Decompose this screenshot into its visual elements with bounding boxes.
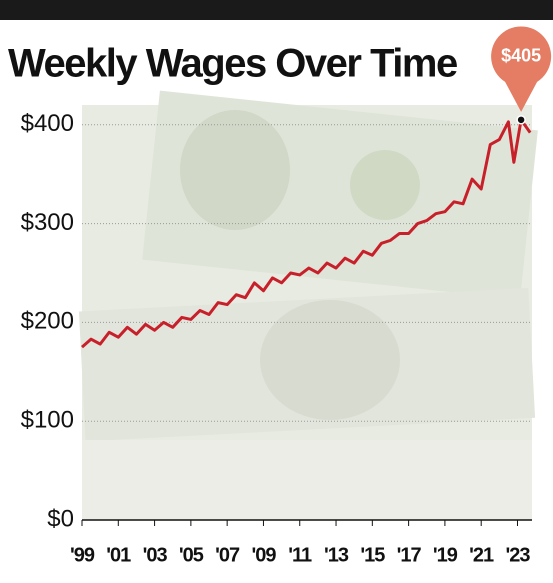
chart-title: Weekly Wages Over Time <box>8 42 457 86</box>
x-tick-label: '05 <box>179 544 204 566</box>
x-tick-label: '03 <box>143 544 168 566</box>
x-tick-label: '21 <box>469 544 494 566</box>
x-tick-label: '01 <box>106 544 131 566</box>
y-tick-label: $100 <box>21 407 74 434</box>
x-tick-label: '19 <box>433 544 458 566</box>
callout-pin <box>491 26 552 112</box>
money-background <box>78 90 538 520</box>
y-tick-label: $300 <box>21 209 74 236</box>
x-tick-label: '13 <box>324 544 349 566</box>
x-tick-label: '15 <box>360 544 385 566</box>
top-bar <box>0 0 553 20</box>
y-tick-label: $400 <box>21 110 74 137</box>
callout-dot <box>516 115 526 125</box>
x-tick-label: '07 <box>215 544 240 566</box>
x-tick-label: '23 <box>505 544 530 566</box>
y-tick-label: $0 <box>47 505 74 532</box>
x-tick-label: '99 <box>70 544 95 566</box>
x-tick-label: '17 <box>397 544 422 566</box>
line-series <box>81 118 532 349</box>
x-tick-label: '09 <box>251 544 276 566</box>
y-tick-label: $200 <box>21 308 74 335</box>
x-tick-label: '11 <box>288 544 312 566</box>
callout-label: $405 <box>501 46 541 66</box>
